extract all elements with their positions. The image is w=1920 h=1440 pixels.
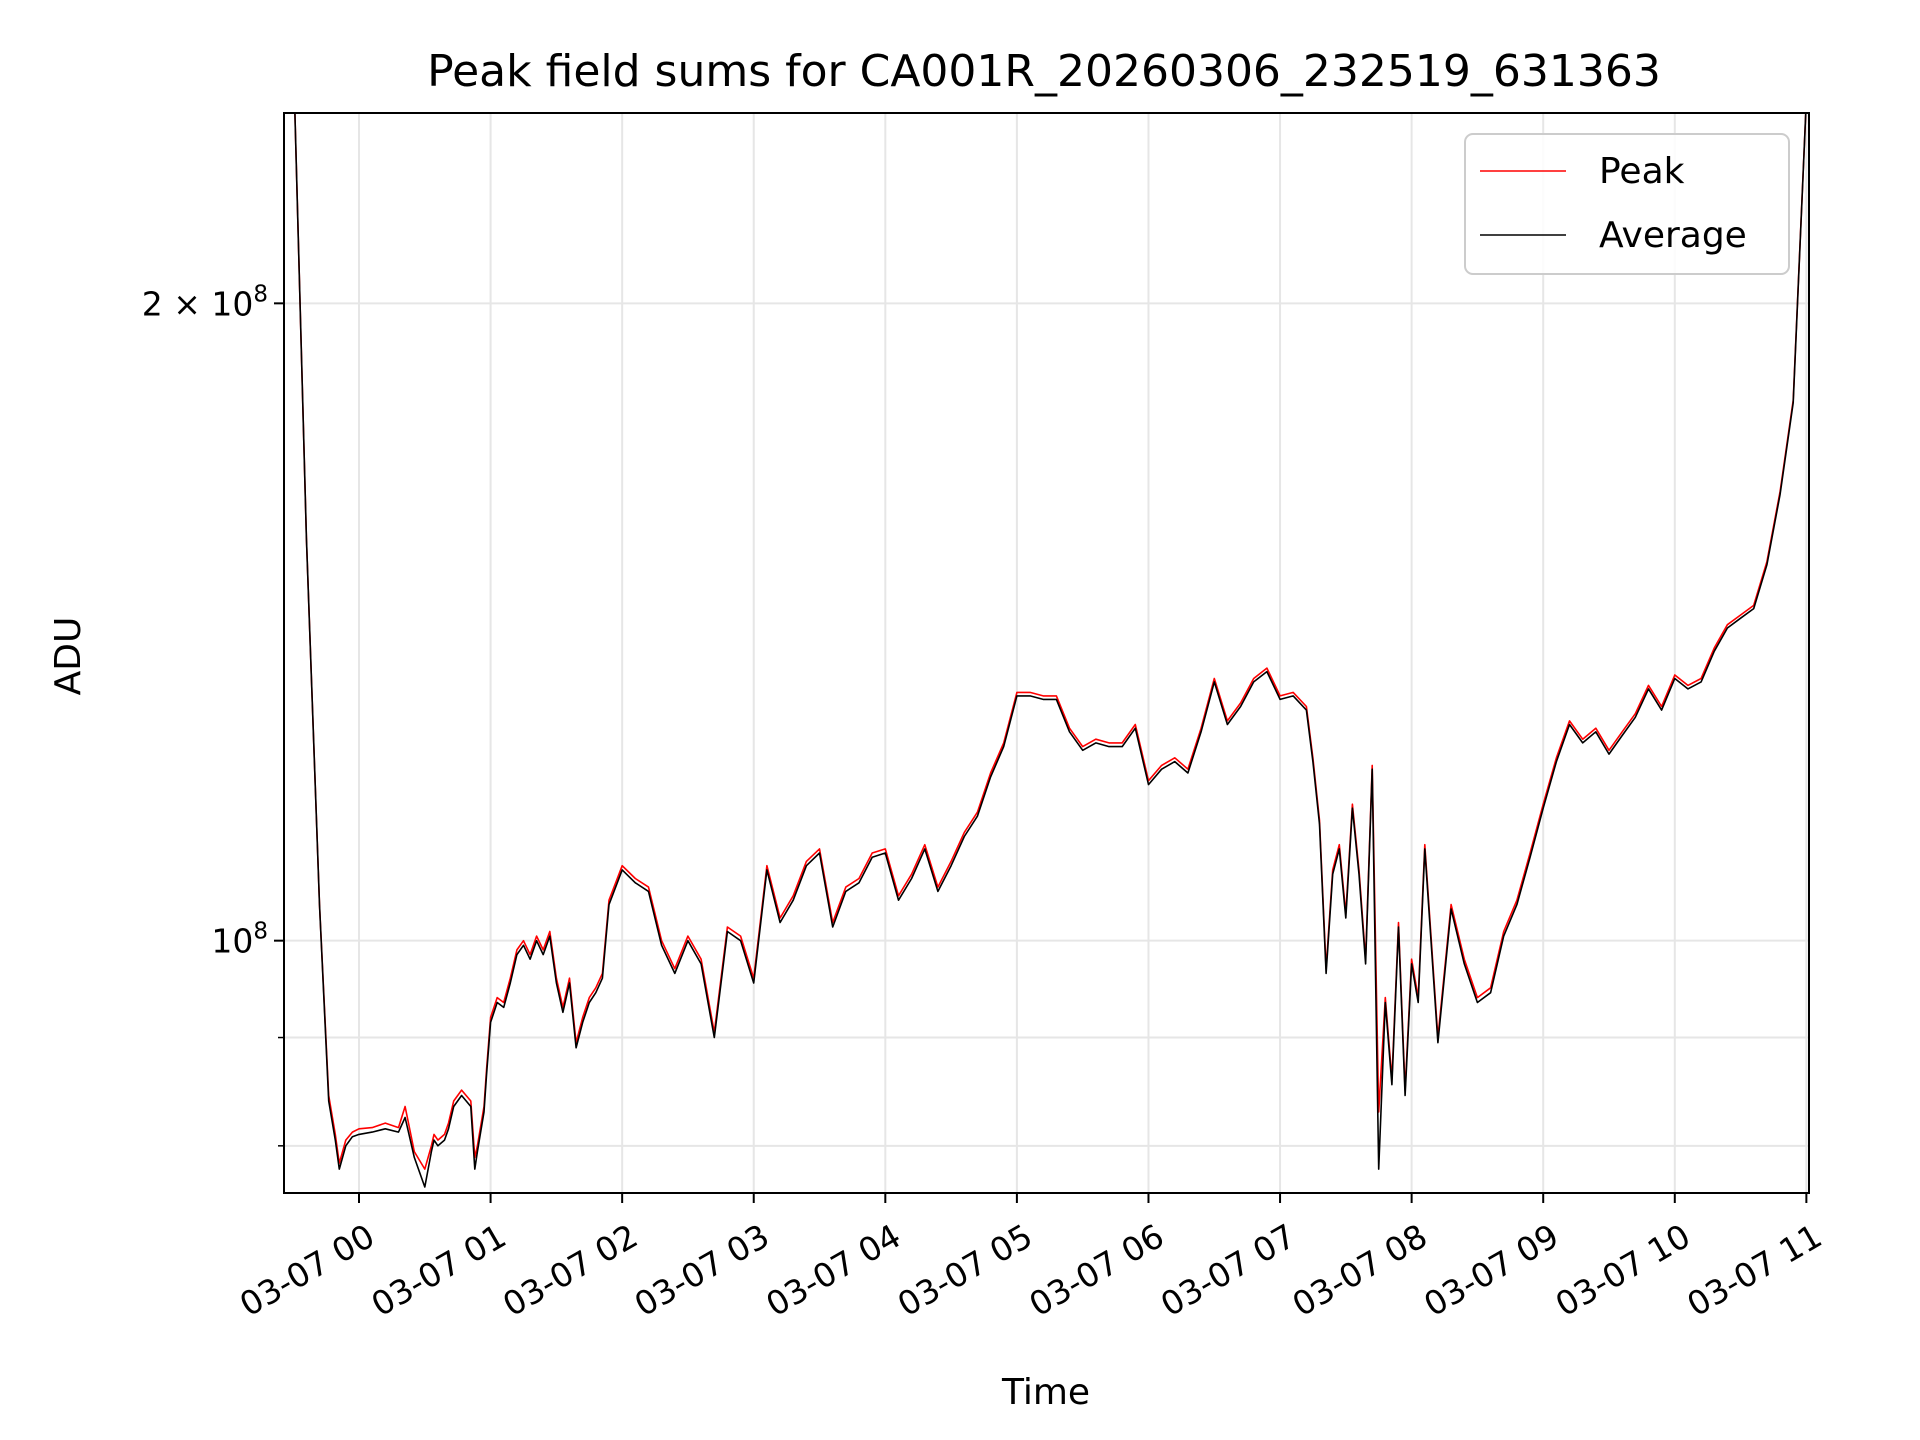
y-axis-label: ADU [48, 617, 89, 696]
y-tick-label-base: 10 [211, 922, 253, 961]
y-tick-label-base: 2 × 10 [142, 284, 254, 323]
y-tick-label-exponent: 8 [253, 919, 268, 945]
grid-layer [284, 113, 1809, 1193]
y-tick-label: 2 × 108 [142, 281, 268, 323]
legend: Peak Average [1464, 133, 1790, 275]
y-tick-label-exponent: 8 [253, 281, 268, 307]
chart-title: Peak field sums for CA001R_20260306_2325… [427, 46, 1661, 97]
legend-peak-label: Peak [1599, 151, 1685, 192]
plot-frame [283, 112, 1810, 1194]
legend-average-label: Average [1599, 215, 1747, 256]
y-tick-label: 108 [211, 919, 268, 961]
series-layer [294, 113, 1807, 1188]
x-axis-label: Time [1001, 1372, 1090, 1413]
series-line-peak [294, 113, 1807, 1170]
legend-box [1464, 133, 1790, 275]
series-line-average [294, 113, 1807, 1188]
